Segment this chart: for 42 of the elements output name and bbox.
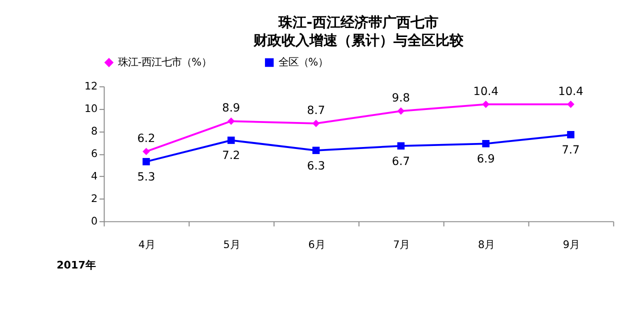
- data-label: 6.7: [392, 154, 410, 168]
- y-tick-label: 2: [91, 193, 98, 206]
- chart-subtitle: 财政收入增速（累计）与全区比较: [252, 32, 464, 49]
- data-label: 8.7: [307, 102, 326, 117]
- point: [227, 118, 235, 125]
- y-tick-label: 10: [84, 103, 98, 116]
- point: [567, 100, 574, 108]
- x-tick-label: 5月: [223, 239, 240, 252]
- x-tick-label: 8月: [478, 239, 495, 252]
- point: [142, 148, 150, 156]
- point: [482, 140, 490, 148]
- text: 2017年: [56, 259, 96, 272]
- data-label: 8.9: [222, 100, 240, 115]
- point: [142, 158, 150, 166]
- data-label: 10.4: [473, 84, 498, 98]
- chart-title: 珠江-西江经济带广西七市: [278, 14, 438, 31]
- y-tick-label: 12: [84, 80, 98, 93]
- data-label: 6.3: [307, 158, 326, 172]
- data-label: 9.8: [392, 90, 410, 105]
- y-tick-label: 6: [91, 148, 98, 160]
- point: [482, 100, 490, 108]
- data-label: 7.2: [222, 148, 240, 162]
- point: [567, 131, 574, 138]
- x-tick-label: 7月: [393, 239, 410, 252]
- y-tick-label: 4: [91, 170, 98, 183]
- data-label: 6.2: [137, 131, 156, 146]
- x-tick-label: 4月: [138, 239, 155, 252]
- data-label: 6.9: [476, 152, 495, 166]
- legend-label: 全区（%）: [278, 56, 328, 68]
- legend-label: 珠江-西江七市（%）: [118, 56, 212, 68]
- point: [227, 136, 235, 144]
- x-tick-label: 6月: [308, 239, 325, 252]
- point: [397, 142, 405, 150]
- point: [397, 107, 405, 115]
- point: [312, 120, 320, 128]
- y-tick-label: 0: [91, 216, 98, 228]
- data-label: 10.4: [558, 84, 584, 98]
- data-label: 5.3: [137, 170, 156, 184]
- y-tick-label: 8: [91, 126, 98, 138]
- point: [312, 146, 320, 154]
- x-tick-label: 9月: [562, 239, 580, 252]
- data-label: 7.7: [562, 142, 580, 157]
